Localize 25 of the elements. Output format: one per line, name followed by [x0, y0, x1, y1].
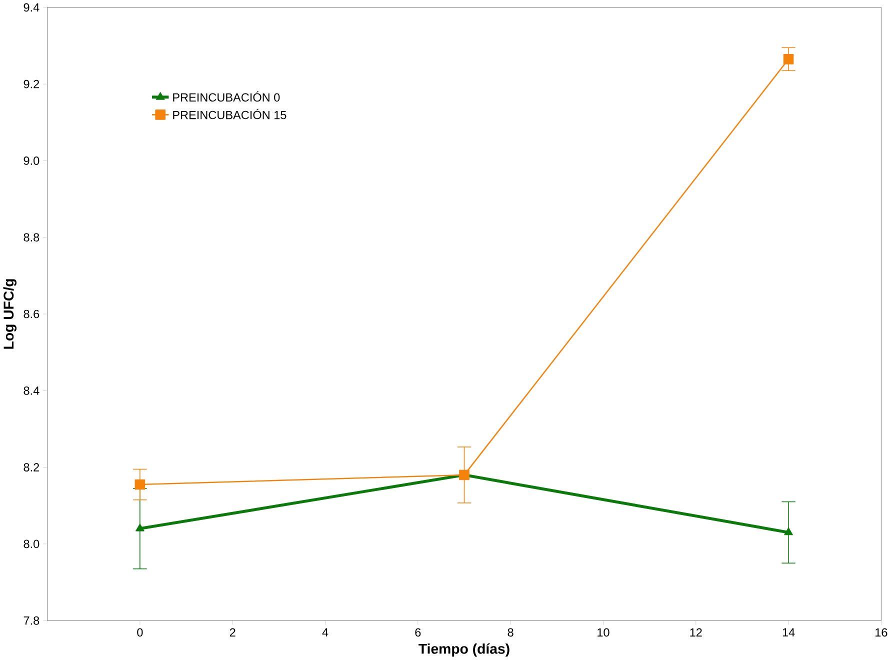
- x-tick-label: 4: [322, 628, 328, 636]
- y-tick-label: 9.4: [24, 3, 40, 12]
- point: [459, 470, 470, 480]
- x-tick-label: 2: [230, 628, 236, 637]
- x-tick-label: 14: [782, 628, 795, 636]
- legend-label: PREINCUBACIÓN 0: [173, 91, 280, 102]
- x-tick-label: 16: [876, 628, 888, 637]
- y-axis-title: Log UFC/g: [3, 279, 17, 349]
- y-tick-label: 8.8: [24, 233, 40, 242]
- y-tick-label: 8.0: [24, 540, 40, 548]
- y-tick-label: 9.0: [24, 156, 40, 165]
- x-axis-title: Tiempo (días): [418, 643, 510, 657]
- y-tick-label: 9.2: [24, 80, 40, 88]
- legend-label: PREINCUBACIÓN 15: [173, 108, 286, 120]
- x-tick-label: 10: [598, 628, 610, 637]
- y-tick-label: 8.6: [24, 310, 40, 318]
- y-tick-label: 7.8: [24, 616, 40, 625]
- y-tick-label: 8.2: [24, 463, 40, 472]
- point: [783, 54, 794, 64]
- y-tick-label: 8.4: [24, 386, 40, 395]
- x-tick-label: 8: [508, 628, 514, 637]
- point: [134, 479, 146, 490]
- x-tick-label: 6: [415, 628, 421, 637]
- x-tick-label: 0: [137, 628, 143, 637]
- x-tick-label: 12: [690, 628, 702, 637]
